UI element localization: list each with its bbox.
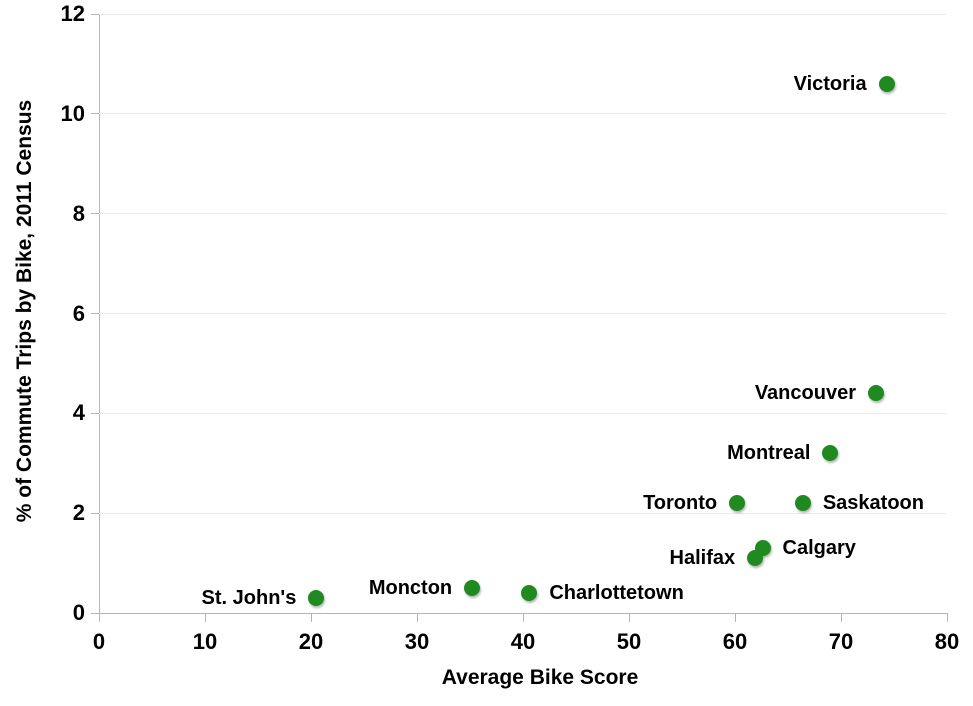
x-tick-label: 50 [616,629,642,654]
x-tick-label: 60 [722,629,748,654]
y-tick-label: 2 [72,500,85,526]
x-axis-tick [841,614,842,622]
data-point [878,75,895,92]
y-axis-tick [91,213,99,215]
data-point-label: Vancouver [754,382,856,405]
y-axis-tick [91,512,99,514]
data-point-label: Halifax [669,547,736,570]
data-point [747,550,764,567]
y-axis-tick [91,313,99,314]
data-point [867,385,884,402]
data-point-label: Calgary [782,537,856,560]
data-point [464,580,481,597]
data-point-label: Toronto [643,492,718,515]
x-axis-tick [99,614,100,622]
data-point-label: St. John's [201,587,297,610]
x-axis-tick [629,614,630,622]
x-axis-tick [947,614,948,622]
y-tick-label: 12 [60,1,85,26]
data-point-label: Montreal [727,442,811,465]
x-tick-label: 70 [828,629,854,654]
data-point-label: Saskatoon [822,492,924,515]
y-tick-label: 8 [72,200,85,226]
plot-area [99,14,948,614]
y-gridline [99,313,947,314]
data-point [822,445,839,462]
y-axis-tick [91,612,99,614]
x-axis-tick [417,614,418,622]
x-axis-tick [205,614,206,622]
y-gridline [99,113,947,115]
data-point [794,495,811,512]
data-point-label: Victoria [793,72,867,95]
x-axis-tick [735,614,736,622]
x-tick-label: 30 [404,629,430,654]
y-axis-tick [91,113,99,115]
x-axis-tick [311,614,312,622]
y-axis-title: % of Commute Trips by Bike, 2011 Census [13,99,36,523]
x-tick-label: 0 [92,629,106,654]
y-gridline [99,213,947,215]
data-point-label: Charlottetown [549,582,684,605]
x-tick-label: 10 [192,629,218,654]
x-axis-title: Average Bike Score [441,666,639,689]
y-tick-label: 4 [72,400,85,426]
y-gridline [99,13,947,15]
data-point [521,585,538,602]
data-point [729,495,746,512]
x-tick-label: 20 [298,629,324,654]
x-tick-label: 80 [934,629,960,654]
y-tick-label: 10 [60,100,85,126]
y-axis-tick [91,412,99,414]
x-axis-tick [523,614,524,622]
data-point [308,590,325,607]
y-tick-label: 0 [72,600,85,625]
y-tick-label: 6 [72,300,85,326]
y-gridline [99,512,947,514]
x-tick-label: 40 [510,629,536,654]
data-point-label: Moncton [368,577,453,600]
y-axis-tick [91,13,99,15]
y-gridline [99,412,947,414]
